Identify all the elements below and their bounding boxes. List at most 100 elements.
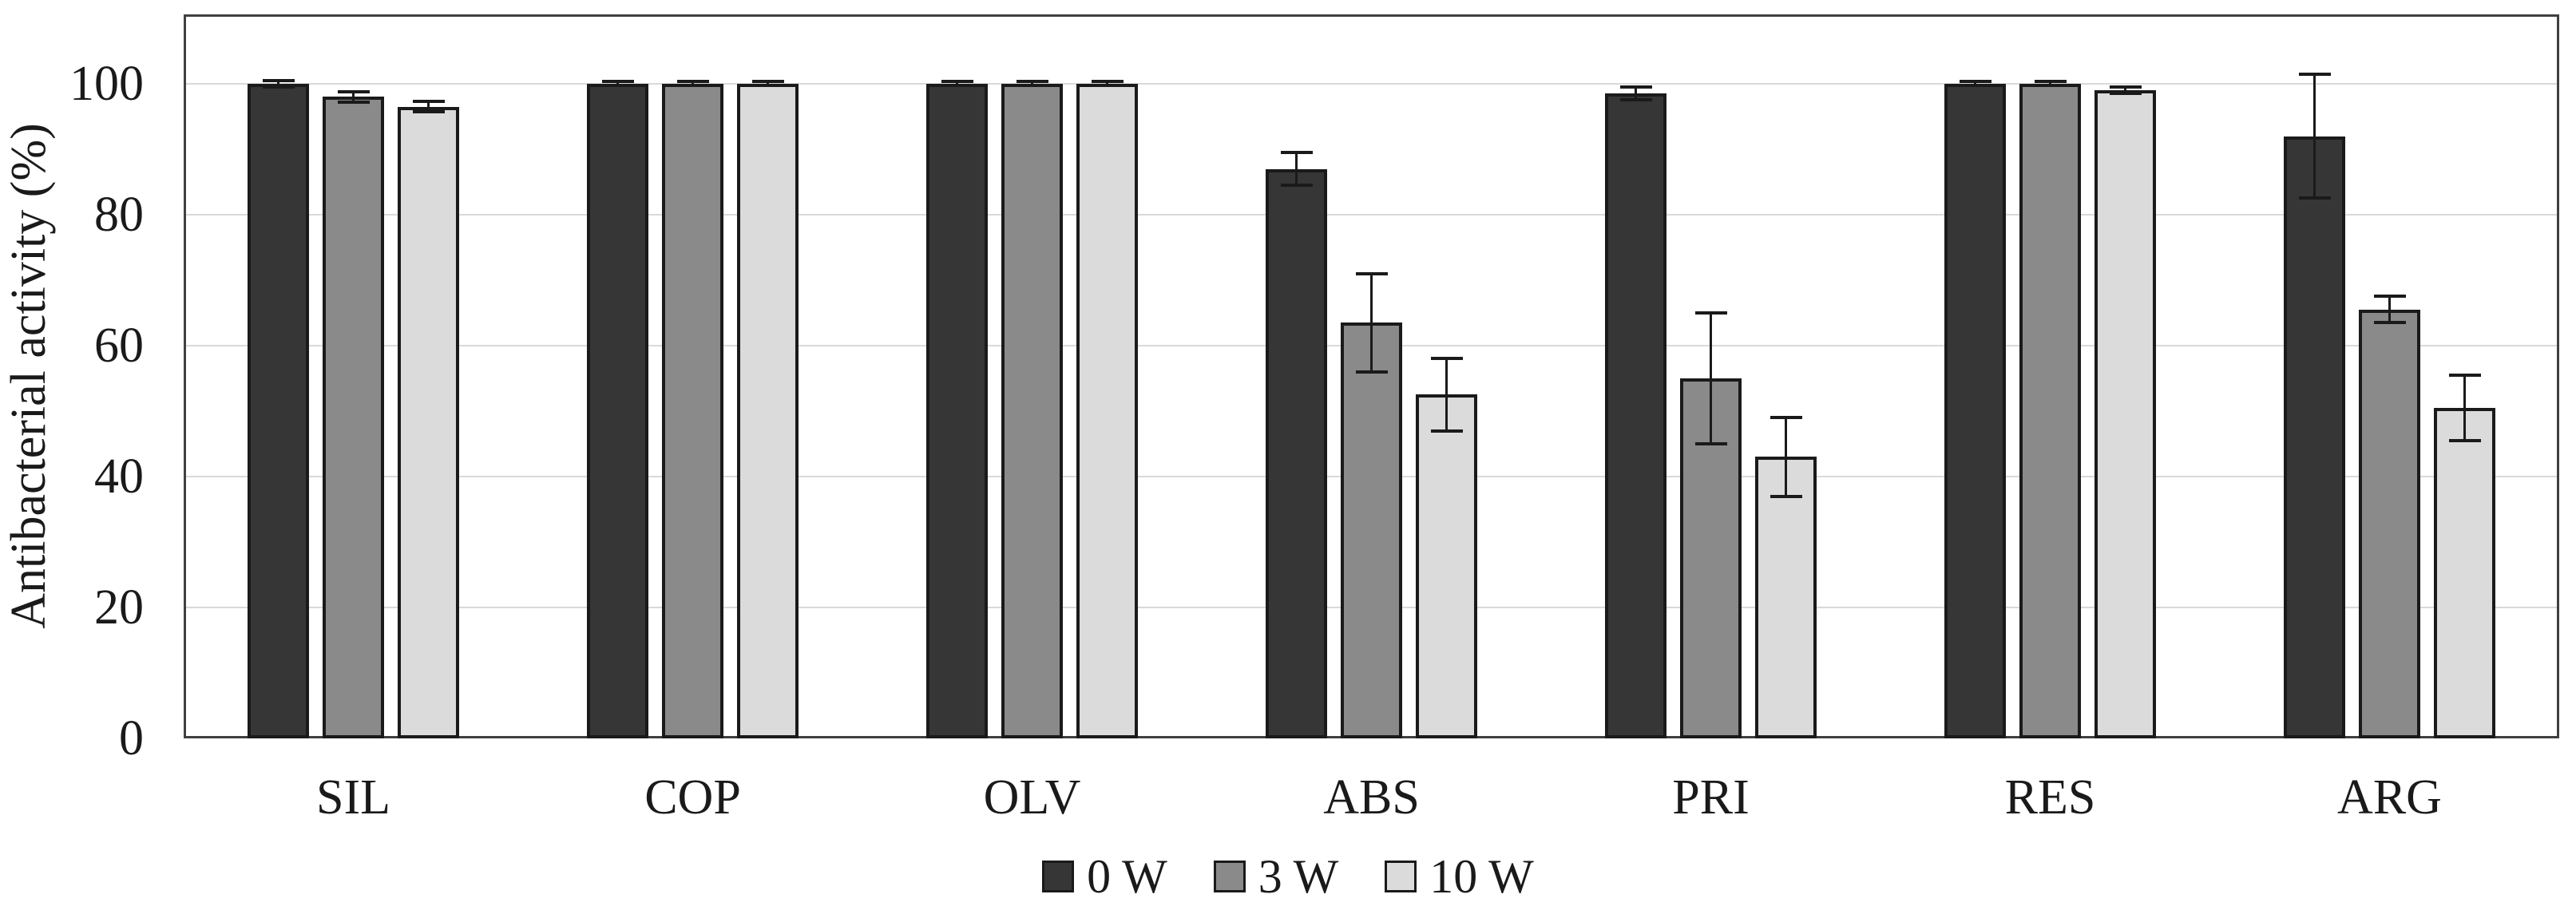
error-bar-cap [2373,295,2406,299]
error-bar-line [1295,152,1298,186]
y-tick-label-60: 60 [94,318,144,373]
error-bar-line [277,80,279,87]
legend-label: 10 W [1429,850,1534,903]
bar-3w-arg [2359,309,2420,738]
error-bar-cap [2298,196,2331,200]
bar-10w-pri [1755,457,1817,738]
error-bar-cap [1770,416,1802,420]
bar-3w-olv [1001,83,1063,738]
error-bar-line [956,81,958,86]
error-bar-cap [1430,357,1463,361]
error-bar-cap [337,89,370,93]
error-bar-line [1710,312,1712,444]
x-axis-label-sil: SIL [316,770,390,825]
error-bar-cap [1770,494,1802,498]
bar-3w-abs [1341,322,1402,738]
x-axis-label-abs: ABS [1323,770,1420,825]
error-bar-cap [1959,80,1991,84]
legend: 0 W 3 W 10 W [0,853,2576,900]
error-bar-cap [1091,80,1124,84]
gridline-100 [186,82,2557,85]
error-bar-cap [262,85,295,89]
bar-3w-cop [662,83,723,738]
bar-0w-sil [248,83,309,738]
bar-10w-res [2094,90,2156,738]
error-bar-cap [1280,184,1313,188]
y-tick-label-0: 0 [119,711,144,766]
legend-item-0w: 0 W [1042,853,1167,900]
bar-3w-sil [323,97,384,738]
y-tick-label-100: 100 [69,56,144,111]
error-bar-cap [941,80,973,84]
x-axis-label-cop: COP [644,770,741,825]
bar-10w-abs [1416,394,1477,738]
error-bar-cap [2034,80,2067,84]
error-bar-cap [1619,85,1652,89]
gridline-80 [186,213,2557,216]
legend-swatch-3w [1213,861,1246,892]
legend-swatch-10w [1385,861,1417,892]
error-bar-line [1370,273,1373,372]
error-bar-cap [2298,72,2331,76]
error-bar-line [1785,417,1787,497]
error-bar-line [1031,81,1033,86]
error-bar-cap [1355,271,1388,275]
error-bar-cap [1016,80,1048,84]
error-bar-cap [1694,311,1727,315]
bar-0w-arg [2284,136,2345,738]
error-bar-line [616,81,619,86]
legend-item-10w: 10 W [1385,853,1534,900]
error-bar-cap [1016,84,1048,88]
error-bar-cap [676,84,709,88]
y-tick-label-40: 40 [94,449,144,504]
bar-10w-sil [398,106,459,738]
x-axis-label-res: RES [2004,770,2096,825]
error-bar-line [767,81,769,86]
error-bar-cap [2109,85,2142,89]
error-bar-cap [601,84,634,88]
bar-10w-olv [1076,83,1138,738]
bar-0w-cop [587,83,648,738]
error-bar-cap [751,80,784,84]
error-bar-line [2313,73,2316,199]
error-bar-cap [2034,84,2067,88]
y-tick-label-80: 80 [94,187,144,242]
error-bar-cap [412,110,445,114]
error-bar-line [692,81,694,86]
error-bar-cap [1430,429,1463,433]
bar-10w-arg [2434,407,2495,738]
error-bar-cap [2448,373,2481,377]
error-bar-cap [1355,370,1388,374]
error-bar-cap [2373,321,2406,325]
error-bar-line [1635,87,1637,101]
bar-10w-cop [737,83,799,738]
error-bar-cap [941,84,973,88]
bar-0w-res [1944,83,2006,738]
error-bar-cap [1959,84,1991,88]
error-bar-line [1974,81,1976,86]
error-bar-line [1445,358,1448,431]
error-bar-line [427,101,430,113]
legend-item-3w: 3 W [1213,850,1339,903]
legend-label: 0 W [1087,850,1167,903]
bar-0w-olv [926,83,988,738]
x-axis-label-arg: ARG [2337,770,2442,825]
error-bar-line [2463,374,2466,441]
error-bar-cap [1694,441,1727,445]
x-axis-label-olv: OLV [983,770,1081,825]
error-bar-cap [337,100,370,104]
error-bar-cap [751,84,784,88]
bar-0w-abs [1266,168,1327,738]
y-tick-label-20: 20 [94,580,144,635]
error-bar-cap [1619,98,1652,102]
error-bar-cap [2448,438,2481,442]
legend-swatch-0w [1042,861,1075,892]
legend-label: 3 W [1258,850,1339,903]
error-bar-line [2124,87,2126,94]
bar-3w-res [2019,83,2081,738]
error-bar-cap [1280,151,1313,155]
error-bar-line [2049,81,2051,86]
bar-0w-pri [1605,93,1666,738]
error-bar-cap [1091,84,1124,88]
